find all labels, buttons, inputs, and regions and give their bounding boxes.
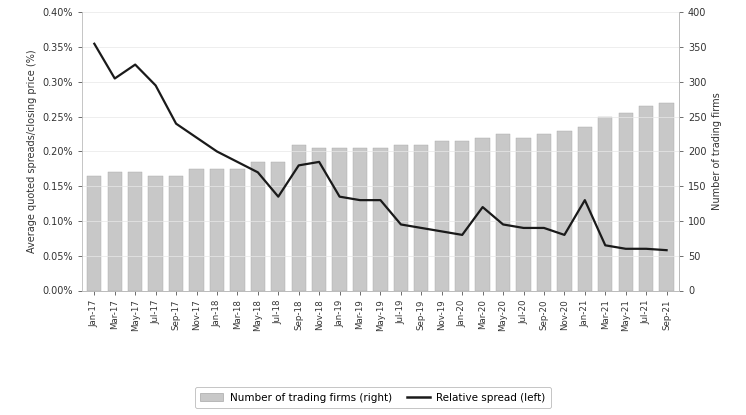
Bar (271, 162, 286, 290)
Bar (189, 169, 204, 290)
Bar (435, 141, 449, 290)
Bar (475, 137, 490, 290)
Bar (373, 148, 388, 290)
Bar (394, 144, 408, 290)
Bar (516, 137, 530, 290)
Bar (537, 134, 551, 290)
Bar (107, 172, 122, 290)
Bar (292, 144, 306, 290)
Y-axis label: Average quoted spreads/closing price (%): Average quoted spreads/closing price (%) (27, 50, 37, 253)
Legend: Number of trading firms (right), Relative spread (left): Number of trading firms (right), Relativ… (195, 387, 551, 408)
Bar (639, 106, 653, 290)
Bar (231, 169, 245, 290)
Bar (598, 117, 612, 290)
Bar (557, 131, 571, 290)
Bar (148, 176, 163, 290)
Bar (577, 127, 592, 290)
Bar (414, 144, 428, 290)
Bar (618, 113, 633, 290)
Bar (659, 103, 674, 290)
Bar (251, 162, 265, 290)
Bar (87, 176, 101, 290)
Bar (312, 148, 326, 290)
Bar (169, 176, 184, 290)
Bar (353, 148, 367, 290)
Bar (455, 141, 469, 290)
Y-axis label: Number of trading firms: Number of trading firms (712, 93, 722, 210)
Bar (128, 172, 142, 290)
Bar (210, 169, 224, 290)
Bar (496, 134, 510, 290)
Bar (333, 148, 347, 290)
